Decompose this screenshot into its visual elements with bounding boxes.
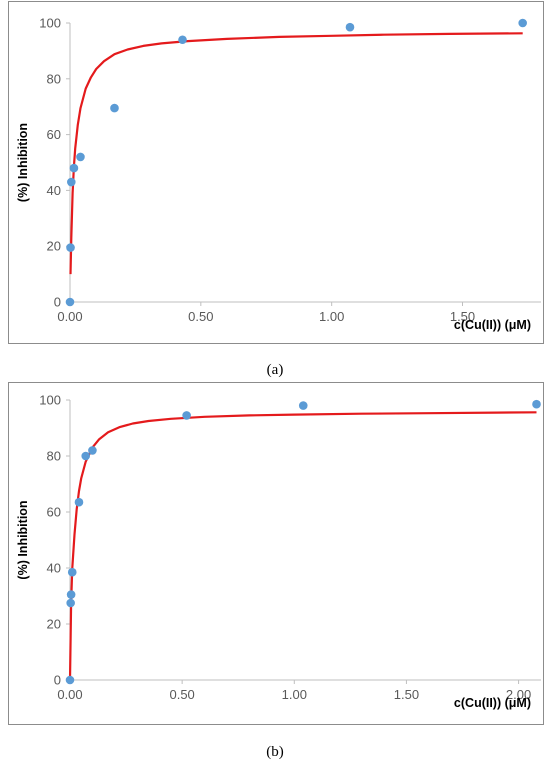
chart-panel-b: 0 20 40 60 80 100 0.00 0.50 1.00 1.50 2.00 c(Cu(II)…	[8, 382, 544, 725]
data-point	[182, 411, 191, 420]
fit-curve-line	[69, 32, 523, 275]
y-tick-label: 60	[47, 505, 61, 520]
y-axis-title: (%) Inhibition	[16, 500, 30, 579]
data-point	[298, 401, 308, 410]
data-point	[81, 451, 90, 461]
y-tick-label: 80	[47, 71, 61, 86]
x-axis-title: c(Cu(II)) (μM)	[454, 318, 531, 332]
chart-panel-a: 0 20 40 60 80 100 0.00 0.50 1.00 1.50 c(Cu(II)) (μ…	[8, 1, 544, 344]
y-tick-label: 40	[47, 561, 61, 576]
y-tick-label: 60	[47, 127, 61, 142]
x-tick-label: 0.00	[57, 687, 82, 702]
chart-a-svg: 0 20 40 60 80 100 0.00 0.50 1.00 1.50c(Cu(II)) (μ…	[16, 16, 541, 332]
data-point	[532, 399, 541, 409]
data-point	[67, 177, 76, 187]
x-tick-label: 1.00	[282, 687, 307, 702]
fit-curve-line	[68, 411, 537, 681]
data-point	[67, 567, 77, 577]
data-point	[76, 152, 85, 162]
figure-caption-a: (a)	[266, 362, 284, 378]
data-point	[65, 675, 75, 685]
data-point	[178, 35, 187, 45]
y-tick-label: 0	[54, 673, 61, 688]
data-point	[65, 297, 75, 307]
data-point	[88, 446, 97, 455]
x-tick-label: 0.50	[169, 687, 194, 702]
y-tick-label: 100	[39, 16, 61, 31]
data-point	[69, 163, 79, 173]
y-tick-label: 40	[47, 183, 61, 198]
x-tick-label: 0.00	[57, 309, 82, 324]
y-tick-label: 0	[54, 295, 61, 310]
figure-caption-b: (b)	[266, 744, 284, 760]
y-tick-label: 20	[47, 239, 61, 254]
y-tick-label: 20	[47, 617, 61, 632]
data-point	[110, 103, 119, 113]
data-point	[66, 590, 76, 599]
x-tick-label: 1.50	[394, 687, 419, 702]
y-tick-label: 100	[39, 393, 61, 408]
chart-b-svg: 0 20 40 60 80 100 0.00 0.50 1.00 1.50 2.00c(Cu(II)…	[16, 393, 541, 710]
y-tick-label: 80	[47, 449, 61, 464]
data-point	[345, 22, 355, 32]
x-tick-label: 2.00	[506, 687, 531, 702]
x-tick-label: 1.50	[450, 309, 475, 324]
y-axis-title: (%) Inhibition	[16, 123, 30, 202]
data-point	[518, 18, 527, 28]
x-tick-label: 0.50	[188, 309, 213, 324]
data-point	[66, 598, 75, 608]
x-tick-label: 1.00	[319, 309, 344, 324]
data-point	[66, 243, 75, 252]
x-axis-title: c(Cu(II)) (μM)	[454, 696, 531, 710]
data-point	[74, 497, 84, 507]
